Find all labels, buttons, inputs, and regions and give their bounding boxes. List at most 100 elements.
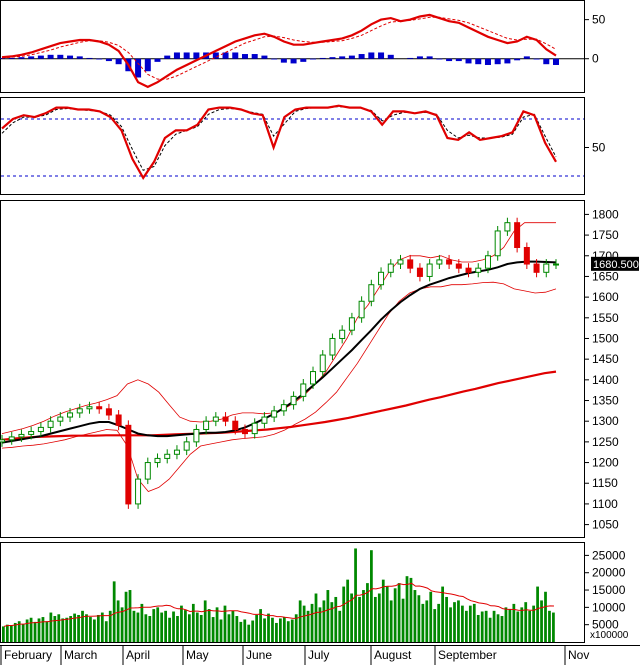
volume-bar xyxy=(520,607,524,642)
price-axis-tick-label: 1100 xyxy=(592,497,618,511)
month-label: August xyxy=(374,648,412,662)
price-axis-tick-label: 1350 xyxy=(592,394,619,408)
candle-body xyxy=(76,408,83,414)
volume-bar xyxy=(330,602,334,642)
volume-bar xyxy=(144,614,148,642)
month-label: Nov xyxy=(568,648,589,662)
volume-bar xyxy=(282,617,286,642)
volume-bar xyxy=(417,595,421,642)
volume-bar xyxy=(116,600,120,642)
candle-body xyxy=(57,416,64,422)
volume-bar xyxy=(433,609,437,642)
macd-histogram-bar xyxy=(8,57,15,59)
stochastic-axis-tick-label: 50 xyxy=(592,141,606,155)
macd-histogram-bar xyxy=(67,55,74,59)
volume-bar xyxy=(496,614,500,642)
volume-bar xyxy=(25,619,29,642)
volume-bar xyxy=(215,607,219,642)
volume-bar xyxy=(362,590,365,642)
month-label: September xyxy=(438,648,497,662)
volume-bar xyxy=(476,614,480,642)
candle-body xyxy=(387,263,394,273)
volume-bar xyxy=(437,603,441,642)
volume-bar xyxy=(29,617,33,642)
candle-body xyxy=(465,267,472,273)
volume-bar xyxy=(247,624,251,642)
candle-body xyxy=(446,259,453,265)
volume-bar xyxy=(132,610,136,642)
volume-bar xyxy=(472,603,476,642)
candle-body xyxy=(241,428,248,435)
bollinger-lower-band xyxy=(1,281,557,492)
volume-bar xyxy=(65,617,69,642)
macd-histogram-bar xyxy=(514,58,521,61)
candle-body xyxy=(533,263,540,273)
volume-bar xyxy=(267,613,270,642)
macd-histogram-bar xyxy=(533,58,540,60)
candle-body xyxy=(86,406,93,410)
volume-bar xyxy=(37,618,41,642)
volume-bar xyxy=(239,621,243,642)
volume-bar xyxy=(512,603,516,642)
macd-histogram-bar xyxy=(329,57,336,59)
macd-histogram-bar xyxy=(76,56,83,59)
volume-bar xyxy=(536,586,539,642)
macd-panel: 50 0 xyxy=(0,0,606,93)
volume-bar xyxy=(85,614,88,642)
volume-bar xyxy=(405,576,409,642)
price-axis-tick-label: 1150 xyxy=(592,476,618,490)
price-axis-tick-label: 1750 xyxy=(592,228,619,242)
volume-bar xyxy=(286,621,290,642)
volume-bar xyxy=(81,610,84,642)
candle-body xyxy=(232,420,239,430)
candle-body xyxy=(28,431,35,435)
macd-histogram-bar xyxy=(426,56,433,59)
volume-bar xyxy=(148,616,152,642)
volume-bar xyxy=(290,619,294,642)
volume-bar xyxy=(389,600,393,642)
volume-bar xyxy=(306,610,310,642)
macd-histogram-bar xyxy=(144,58,151,72)
volume-bar xyxy=(334,596,338,642)
volume-bar xyxy=(500,616,504,642)
volume-bar xyxy=(93,619,96,642)
macd-axis-tick-label: 0 xyxy=(592,52,599,66)
candle-body xyxy=(484,255,491,269)
macd-signal-line xyxy=(1,16,557,80)
volume-bar xyxy=(207,609,211,642)
volume-bar xyxy=(199,614,203,642)
candle-body xyxy=(455,263,462,269)
volume-axis-tick-label: 10000 xyxy=(592,600,626,614)
volume-bar xyxy=(211,617,215,642)
volume-bar xyxy=(302,605,306,642)
volume-bar xyxy=(73,613,76,642)
macd-histogram-bar xyxy=(348,55,355,59)
macd-histogram-bar xyxy=(37,55,44,59)
volume-bar xyxy=(172,611,175,642)
volume-bar xyxy=(77,614,80,642)
volume-bar xyxy=(259,609,262,642)
volume-bar xyxy=(449,607,452,642)
volume-bar xyxy=(160,612,164,642)
volume-bar xyxy=(96,614,100,642)
volume-bar xyxy=(136,612,140,642)
volume-bar xyxy=(488,617,492,642)
volume-bar xyxy=(219,619,223,642)
macd-histogram-bar xyxy=(232,52,239,59)
volume-bar xyxy=(492,610,496,642)
candle-body xyxy=(144,462,151,480)
volume-axis-tick-label: 25000 xyxy=(592,548,626,562)
month-axis: February March April May June July August Septe… xyxy=(0,645,640,665)
macd-histogram-bar xyxy=(18,57,25,59)
volume-bar xyxy=(504,607,508,642)
candle-body xyxy=(18,433,25,438)
volume-bar xyxy=(164,610,167,642)
last-price-label: 1680.500 xyxy=(593,259,639,271)
candle-body xyxy=(47,420,54,428)
volume-bar xyxy=(294,614,298,642)
volume-bar xyxy=(338,610,342,642)
volume-bar xyxy=(21,623,25,642)
volume-bar xyxy=(298,600,302,642)
volume-bar xyxy=(484,610,488,642)
macd-histogram-bar xyxy=(57,54,64,59)
